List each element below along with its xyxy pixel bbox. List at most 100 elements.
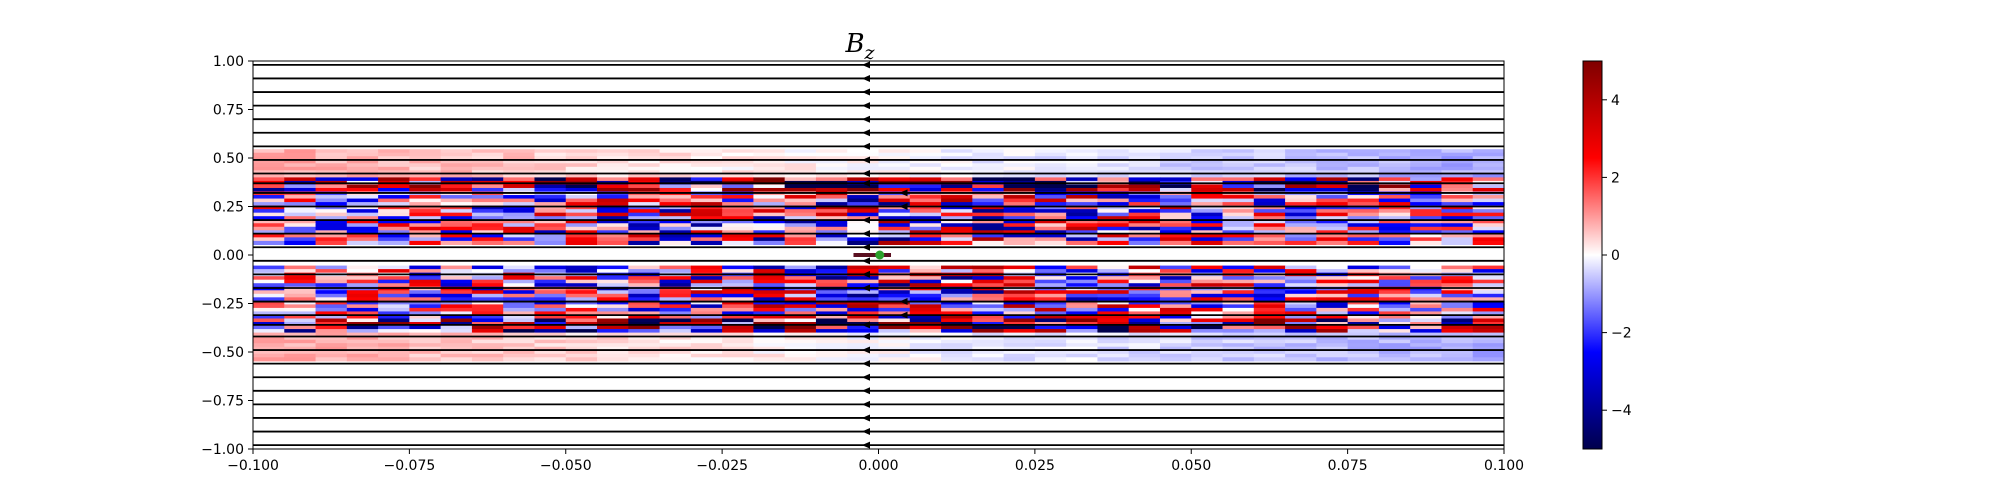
field-line-arrow	[899, 189, 908, 197]
heatmap-cell	[1285, 276, 1317, 281]
heatmap-cell	[315, 216, 348, 221]
heatmap-cell	[315, 297, 348, 302]
heatmap-cell	[1285, 269, 1317, 274]
heatmap-cell	[1378, 177, 1411, 182]
heatmap-cell	[628, 202, 661, 207]
heatmap-cell	[1285, 205, 1317, 210]
heatmap-cell	[315, 329, 348, 334]
heatmap-cell	[1034, 202, 1067, 207]
heatmap-cell	[1159, 336, 1192, 341]
heatmap-cell	[753, 357, 786, 362]
heatmap-cell	[1441, 219, 1474, 224]
heatmap-cell	[1441, 346, 1474, 351]
heatmap-cell	[847, 336, 880, 341]
heatmap-cell	[628, 205, 661, 210]
heatmap-cell	[1066, 219, 1099, 224]
heatmap-cell	[1472, 198, 1505, 203]
y-tick-label: −1.00	[201, 442, 244, 458]
heatmap-cell	[1003, 300, 1036, 305]
heatmap-cell	[1003, 152, 1036, 157]
heatmap-cell	[1003, 329, 1036, 334]
heatmap-cell	[471, 304, 504, 309]
heatmap-cell	[440, 216, 473, 221]
heatmap-cell	[1253, 152, 1286, 157]
heatmap-cell	[1410, 318, 1443, 323]
heatmap-cell	[565, 357, 598, 362]
heatmap-cell	[784, 293, 817, 298]
heatmap-cell	[534, 166, 567, 171]
heatmap-cell	[1378, 226, 1411, 231]
heatmap-cell	[784, 318, 817, 323]
heatmap-cell	[878, 325, 911, 330]
heatmap-cell	[784, 279, 817, 284]
heatmap-cell	[659, 332, 692, 337]
heatmap-cell	[1222, 159, 1255, 164]
heatmap-cell	[1159, 216, 1192, 221]
heatmap-cell	[1410, 202, 1443, 207]
heatmap-cell	[378, 346, 410, 351]
heatmap-cell	[1097, 156, 1130, 161]
heatmap-cell	[597, 184, 629, 189]
heatmap-cell	[1472, 149, 1505, 154]
heatmap-cell	[1066, 216, 1099, 221]
heatmap-cell	[815, 325, 848, 330]
heatmap-cell	[378, 187, 410, 193]
heatmap-cell	[1222, 195, 1255, 200]
heatmap-cell	[1253, 290, 1286, 295]
heatmap-cell	[1472, 353, 1505, 358]
heatmap-cell	[346, 300, 379, 305]
heatmap-cell	[378, 314, 410, 320]
heatmap-cell	[628, 195, 661, 200]
heatmap-cell	[628, 297, 661, 302]
heatmap-cell	[1222, 332, 1255, 337]
heatmap-cell	[1253, 233, 1286, 238]
heatmap-cell	[972, 325, 1005, 330]
heatmap-cell	[1034, 205, 1067, 210]
heatmap-cell	[503, 205, 536, 210]
heatmap-cell	[628, 230, 661, 235]
heatmap-cell	[409, 283, 442, 288]
heatmap-cell	[1003, 195, 1036, 200]
heatmap-cell	[722, 314, 755, 320]
heatmap-cell	[784, 336, 817, 341]
heatmap-cell	[1222, 163, 1255, 168]
heatmap-cell	[1128, 269, 1161, 274]
heatmap-cell	[315, 219, 348, 224]
heatmap-cell	[503, 332, 536, 337]
heatmap-cell	[1316, 177, 1349, 182]
heatmap-cell	[1191, 297, 1224, 302]
heatmap-cell	[815, 346, 848, 351]
heatmap-cell	[315, 209, 348, 214]
heatmap-cell	[1410, 311, 1443, 316]
heatmap-cell	[503, 163, 536, 168]
heatmap-cell	[253, 173, 285, 178]
heatmap-cell	[1285, 332, 1317, 337]
heatmap-cell	[1316, 240, 1349, 246]
heatmap-cell	[722, 166, 755, 171]
heatmap-cell	[378, 339, 410, 344]
heatmap-cell	[346, 357, 379, 362]
heatmap-cell	[784, 240, 817, 246]
heatmap-cell	[1410, 325, 1443, 330]
heatmap-cell	[1066, 156, 1099, 161]
heatmap-cell	[972, 297, 1005, 302]
heatmap-cell	[534, 307, 567, 313]
heatmap-cell	[1472, 346, 1505, 351]
heatmap-cell	[409, 325, 442, 330]
heatmap-cell	[503, 353, 536, 358]
heatmap-cell	[378, 237, 410, 242]
heatmap-cell	[1441, 332, 1474, 337]
heatmap-cell	[1034, 177, 1067, 182]
heatmap-cell	[597, 205, 629, 210]
heatmap-cell	[815, 237, 848, 242]
heatmap-cell	[972, 307, 1005, 313]
heatmap-cell	[1316, 219, 1349, 224]
heatmap-cell	[878, 279, 911, 284]
heatmap-cell	[1066, 307, 1099, 313]
heatmap-cell	[815, 187, 848, 193]
heatmap-cell	[847, 233, 880, 238]
heatmap-cell	[597, 314, 629, 320]
heatmap-cell	[1222, 329, 1255, 334]
heatmap-cell	[565, 223, 598, 228]
heatmap-cell	[1253, 198, 1286, 203]
